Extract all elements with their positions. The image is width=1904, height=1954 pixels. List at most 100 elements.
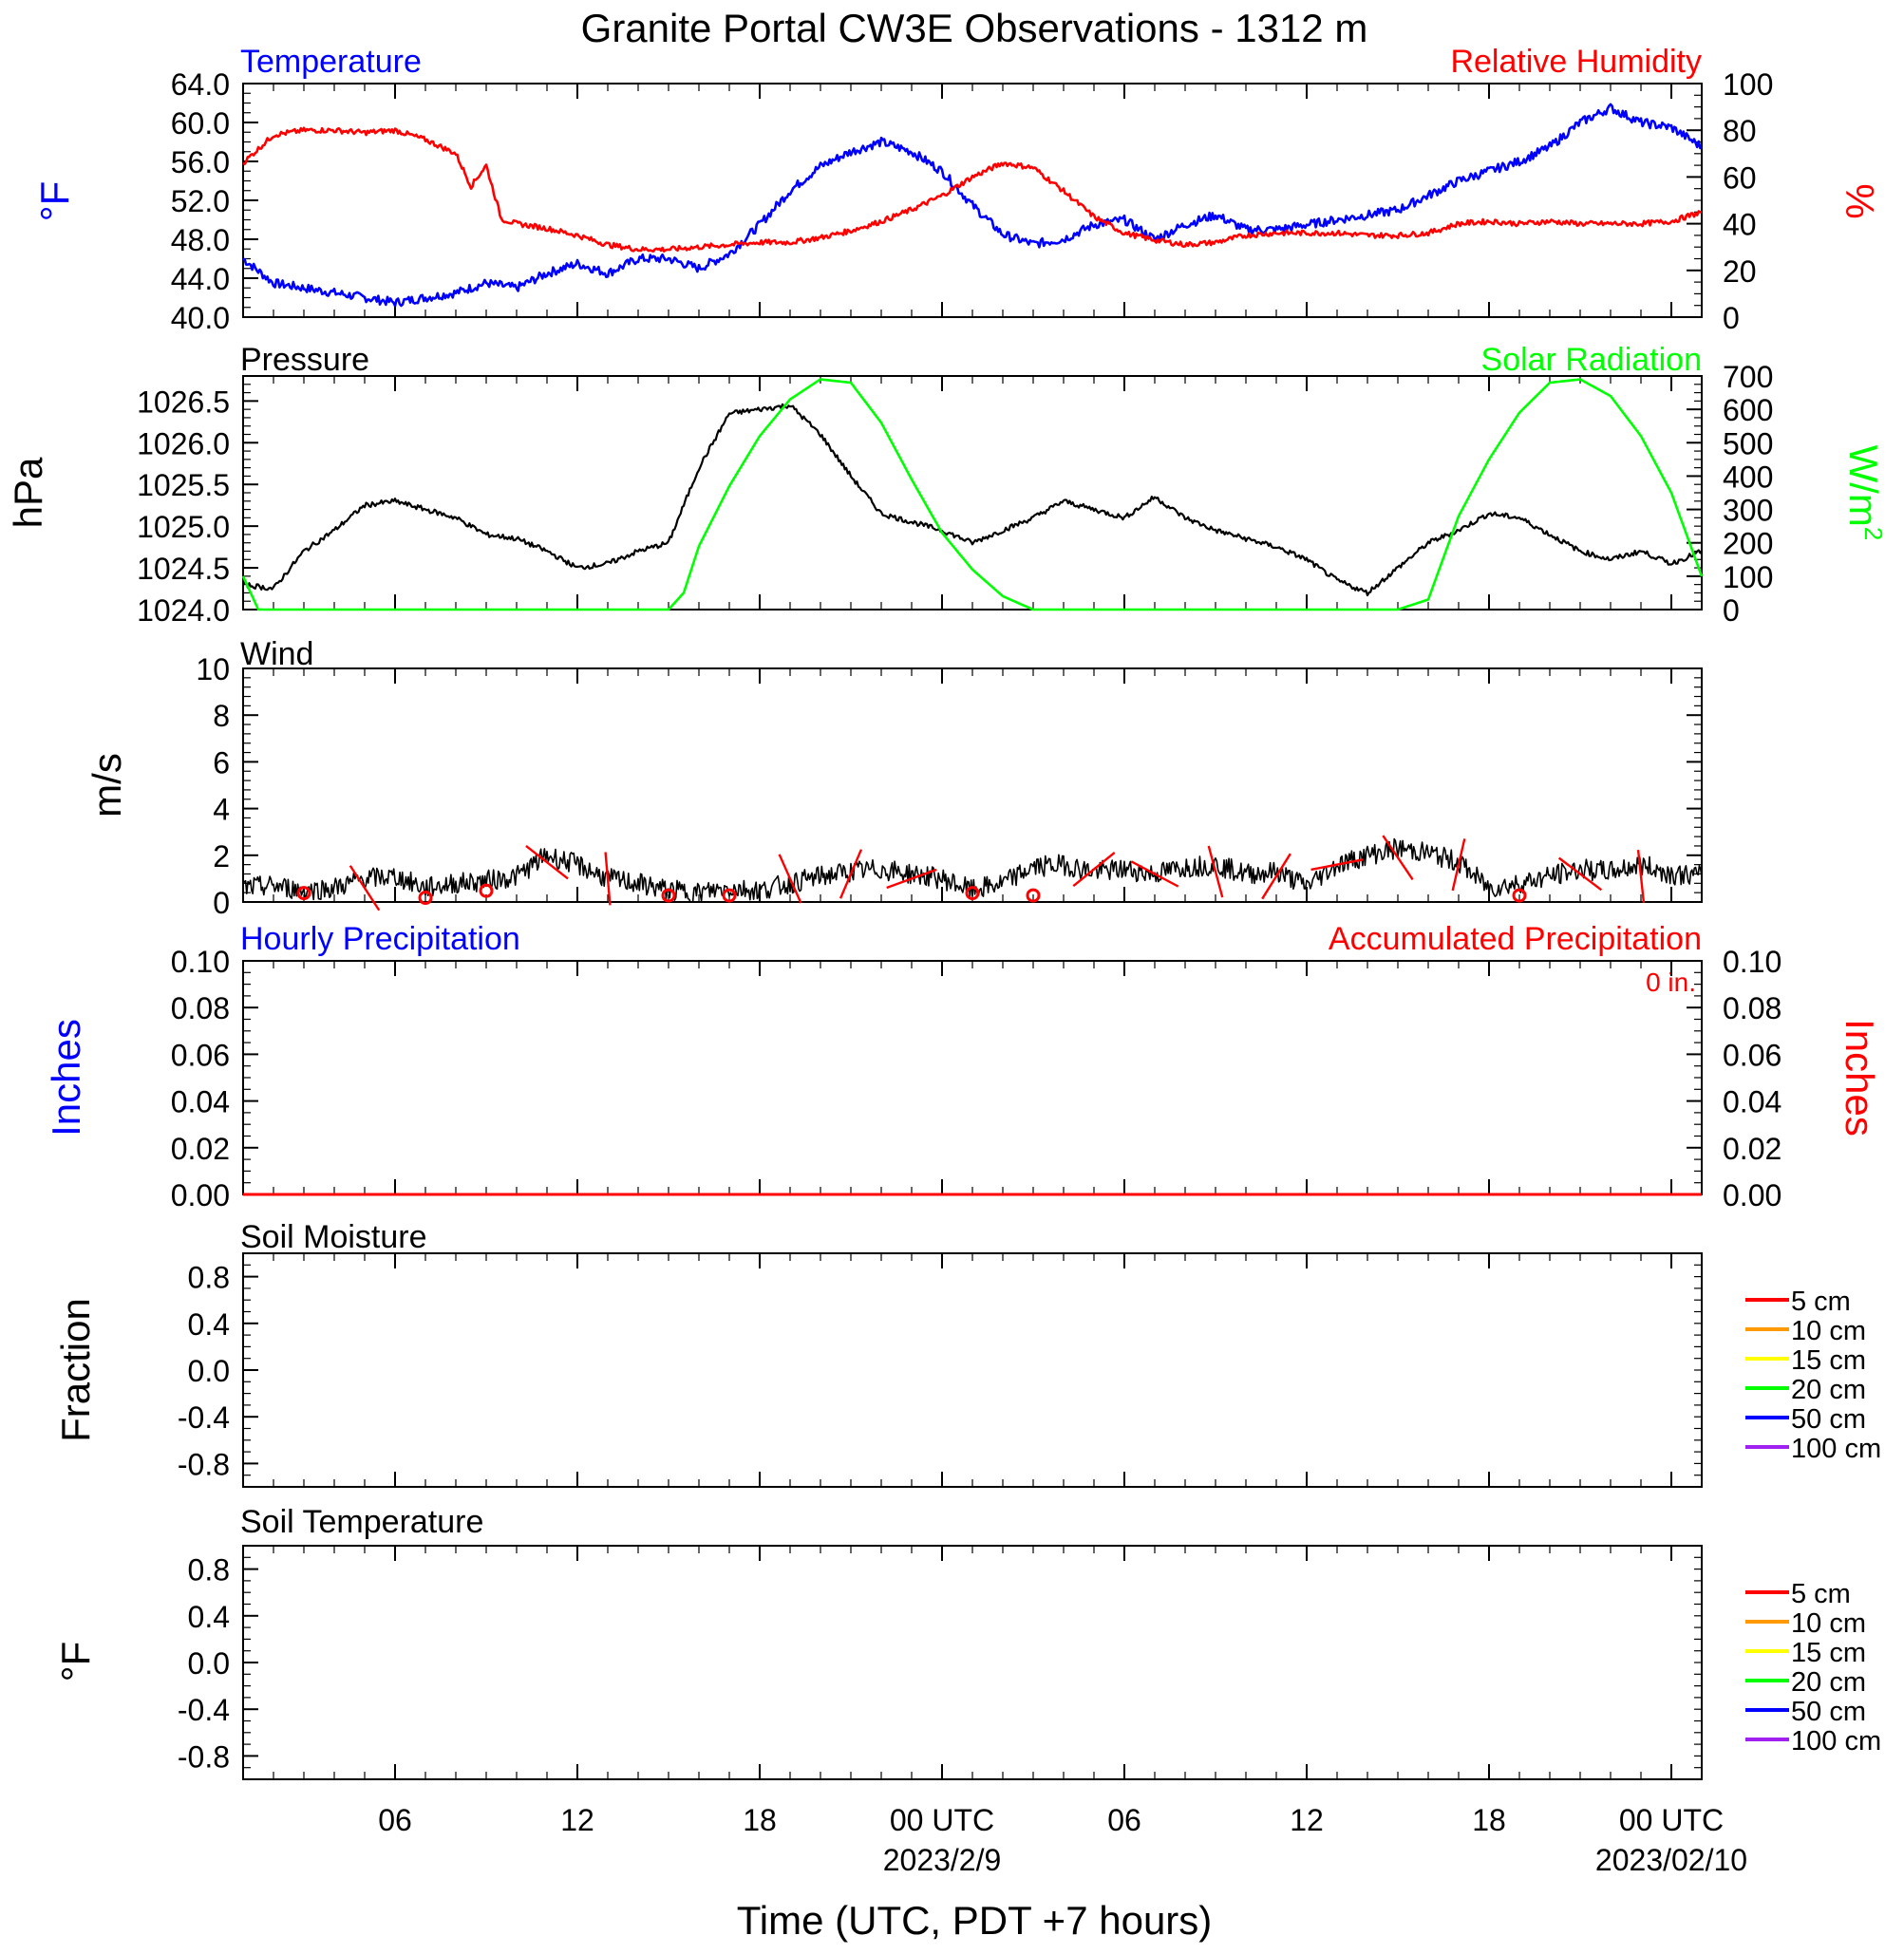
soil-moisture-y-tick-label: 0.4 <box>188 1307 230 1342</box>
hourly-precip-title: Hourly Precipitation <box>240 921 520 957</box>
chart-title: Granite Portal CW3E Observations - 1312 … <box>581 6 1368 50</box>
wind-y-tick-label: 2 <box>213 839 230 874</box>
time-tick-label: 12 <box>1290 1803 1324 1837</box>
wind-barb <box>839 849 863 899</box>
solar-y-tick-label: 100 <box>1723 560 1773 594</box>
accum-precip-y-tick-label: 0.00 <box>1723 1178 1781 1212</box>
solar-radiation-line <box>241 378 1704 611</box>
soil-moisture-legend-label: 100 cm <box>1791 1434 1881 1464</box>
wind-y-tick-label: 0 <box>213 886 230 920</box>
pressure-panel: Pressure Solar Radiation hPa W/m2 <box>6 342 1888 611</box>
solar-y-tick-label: 300 <box>1723 494 1773 528</box>
soil-moisture-legend-label: 20 cm <box>1791 1375 1866 1405</box>
soil-temperature-legend-label: 20 cm <box>1791 1667 1866 1698</box>
wind-barb <box>886 868 937 890</box>
accum-precip-y-tick-label: 0.08 <box>1723 991 1781 1025</box>
pressure-unit: hPa <box>6 457 50 528</box>
hourly-precip-y-tick-label: 0.06 <box>171 1038 230 1072</box>
temperature-y-tick-label: 44.0 <box>171 262 230 296</box>
soil-temperature-y-tick-label: 0.0 <box>188 1646 230 1681</box>
time-axis: 06 12 18 00 UTC 2023/2/9 06 12 18 00 UTC 2023/02/… <box>378 1803 1747 1877</box>
soil-moisture-legend-label: 5 cm <box>1791 1287 1851 1317</box>
accum-precip-unit: Inches <box>1838 1019 1882 1137</box>
soil-moisture-legend-label: 10 cm <box>1791 1316 1866 1346</box>
humidity-y-tick-label: 60 <box>1723 160 1757 195</box>
date-label: 2023/02/10 <box>1595 1843 1747 1877</box>
soil-temperature-y-tick-label: -0.8 <box>178 1739 230 1774</box>
hourly-precip-y-tick-label: 0.10 <box>171 945 230 979</box>
soil-temperature-plot-frame <box>242 1545 1703 1780</box>
pressure-y-tick-label: 1024.5 <box>137 552 230 586</box>
time-tick-label: 06 <box>378 1803 412 1837</box>
time-tick-label: 06 <box>1107 1803 1141 1837</box>
soil-moisture-title: Soil Moisture <box>240 1219 427 1255</box>
soil-temperature-legend-label: 5 cm <box>1791 1579 1851 1609</box>
precip-plot-frame <box>242 960 1703 1195</box>
precipitation-panel: Hourly Precipitation Accumulated Precipi… <box>44 921 1882 1195</box>
wind-barb <box>349 865 381 911</box>
temperature-y-tick-label: 56.0 <box>171 145 230 179</box>
wind-plot-frame <box>242 667 1703 903</box>
wind-barb <box>1207 845 1224 898</box>
humidity-y-tick-label: 80 <box>1723 114 1757 148</box>
wind-y-tick-label: 6 <box>213 745 230 780</box>
wind-y-right-axis <box>1687 667 1702 903</box>
hourly-precip-unit: Inches <box>44 1019 88 1137</box>
soil-temperature-panel: Soil Temperature °F <box>53 1504 1703 1780</box>
calm-wind-marker <box>418 891 433 906</box>
soil-temperature-unit: °F <box>53 1642 98 1682</box>
temperature-panel: Temperature Relative Humidity °F % <box>32 44 1882 318</box>
soil-moisture-unit: Fraction <box>53 1298 98 1442</box>
calm-wind-marker <box>1026 888 1041 903</box>
temperature-line <box>242 103 1703 308</box>
soil-moisture-y-tick-label: 0.0 <box>188 1354 230 1388</box>
calm-wind-marker <box>1512 888 1527 903</box>
soil-temperature-legend-label: 10 cm <box>1791 1608 1866 1639</box>
solar-y-tick-label: 0 <box>1723 593 1740 628</box>
wind-unit: m/s <box>85 753 129 817</box>
pressure-y-tick-label: 1026.0 <box>137 426 230 460</box>
accum-precip-title: Accumulated Precipitation <box>1329 921 1702 957</box>
calm-wind-marker <box>296 886 311 901</box>
pressure-y-tick-label: 1024.0 <box>137 593 230 628</box>
humidity-title: Relative Humidity <box>1450 44 1702 80</box>
pressure-y-tick-label: 1025.5 <box>137 468 230 502</box>
calm-wind-marker <box>661 888 676 903</box>
accum-precip-y-tick-label: 0.04 <box>1723 1085 1781 1119</box>
soil-moisture-panel: Soil Moisture Fraction <box>53 1219 1703 1488</box>
temperature-y-tick-label: 48.0 <box>171 223 230 257</box>
wind-barb <box>1557 856 1603 892</box>
pressure-plot-frame <box>242 375 1703 611</box>
soil-temperature-y-tick-label: 0.8 <box>188 1553 230 1588</box>
humidity-y-tick-label: 0 <box>1723 301 1740 335</box>
time-tick-label: 12 <box>560 1803 594 1837</box>
wind-y-tick-label: 10 <box>196 652 230 686</box>
temperature-y-tick-label: 60.0 <box>171 106 230 141</box>
humidity-y-tick-label: 40 <box>1723 208 1757 242</box>
temperature-unit: °F <box>32 181 77 221</box>
wind-barb <box>1451 838 1466 892</box>
temperature-y-tick-label: 52.0 <box>171 184 230 218</box>
wind-barb <box>604 852 612 906</box>
pressure-y-tick-label: 1025.0 <box>137 510 230 544</box>
accum-precip-y-tick-label: 0.02 <box>1723 1132 1781 1166</box>
hourly-precip-y-tick-label: 0.04 <box>171 1085 230 1119</box>
time-tick-label: 18 <box>743 1803 777 1837</box>
temperature-y-axis: 40.0 44.0 48.0 52.0 56.0 60.0 64.0 <box>171 67 258 335</box>
soil-temperature-y-tick-label: 0.4 <box>188 1600 230 1634</box>
time-tick-label: 00 UTC <box>1619 1803 1724 1837</box>
humidity-y-tick-label: 100 <box>1723 67 1773 102</box>
calm-wind-marker <box>722 888 737 903</box>
date-label: 2023/2/9 <box>883 1843 1002 1877</box>
accum-precip-y-tick-label: 0.06 <box>1723 1038 1781 1072</box>
humidity-y-tick-label: 20 <box>1723 254 1757 289</box>
pressure-y-axis: 1024.0 1024.5 1025.0 1025.5 1026.0 1026.5 <box>137 375 258 628</box>
soil-moisture-plot-frame <box>242 1252 1703 1488</box>
soil-moisture-y-tick-label: 0.8 <box>188 1261 230 1295</box>
accum-precip-y-tick-label: 0.10 <box>1723 945 1781 979</box>
temperature-y-tick-label: 64.0 <box>171 67 230 102</box>
